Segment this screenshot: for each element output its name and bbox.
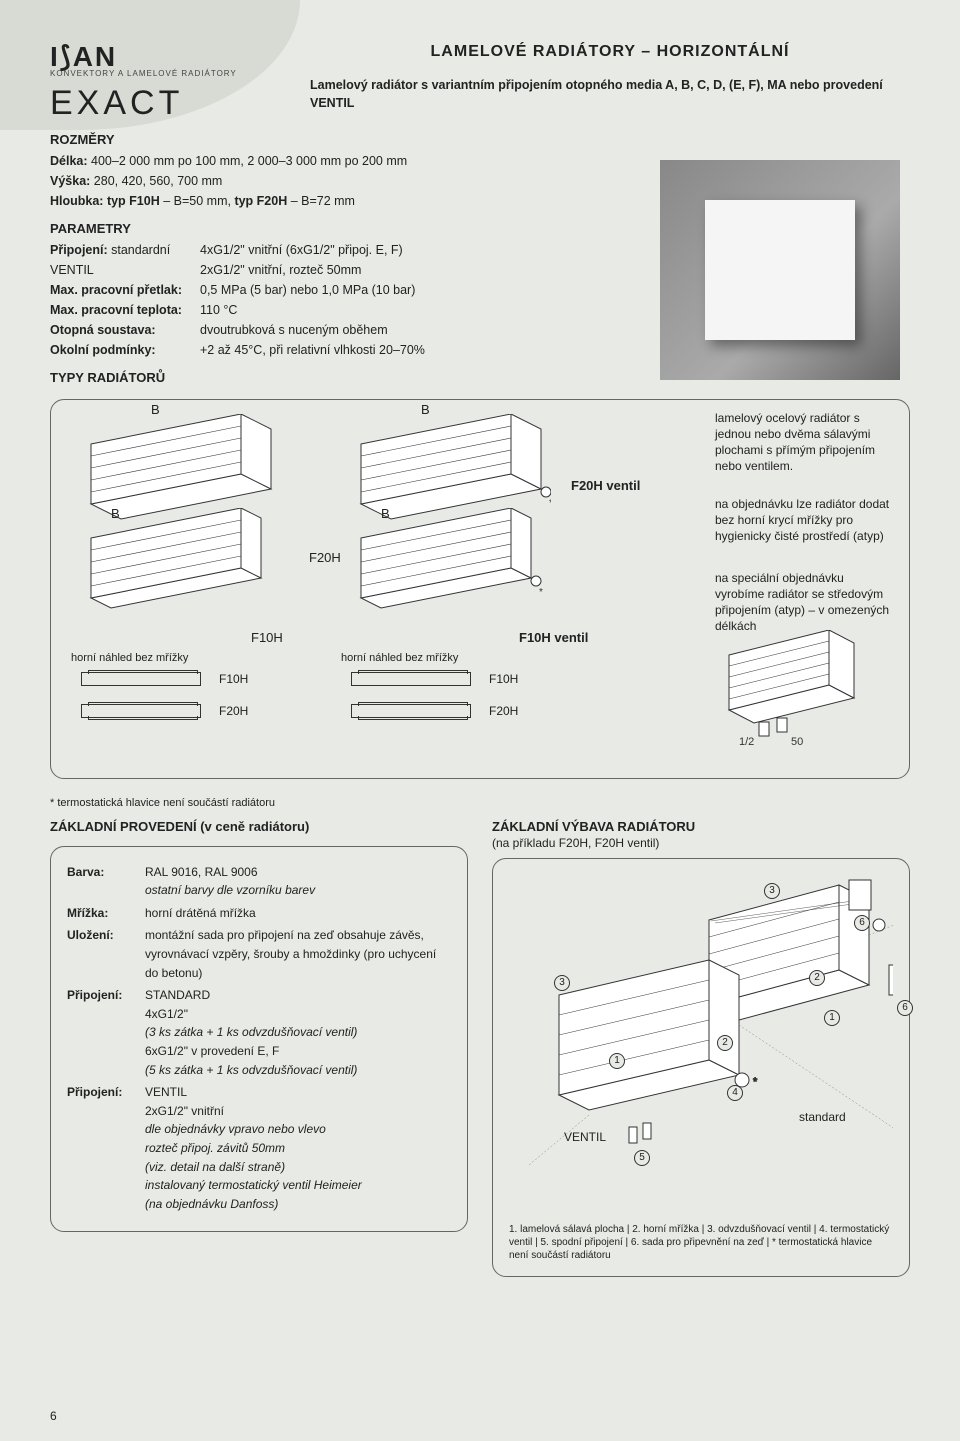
label-f10h: F10H bbox=[251, 630, 283, 645]
num-1b: 1 bbox=[824, 1010, 840, 1026]
side-text-3: na speciální objednávku vyrobíme radiáto… bbox=[715, 570, 895, 635]
svg-text:*: * bbox=[539, 587, 543, 598]
dim-heading: ROZMĚRY bbox=[50, 130, 910, 151]
num-2a: 2 bbox=[717, 1035, 733, 1051]
svg-text:50: 50 bbox=[791, 736, 803, 748]
top-caption-2: horní náhled bez mřížky bbox=[341, 652, 518, 664]
product-line: EXACT bbox=[50, 84, 910, 123]
dim-b-3: B bbox=[421, 402, 430, 417]
label-f10h-ventil: F10H ventil bbox=[519, 630, 588, 645]
num-5: 5 bbox=[634, 1150, 650, 1166]
tv-label-4: F20H bbox=[489, 704, 518, 718]
num-6a: 6 bbox=[854, 915, 870, 931]
label-ventil: VENTIL bbox=[564, 1130, 606, 1144]
page-number: 6 bbox=[50, 1409, 57, 1423]
tv-label-1: F10H bbox=[219, 672, 248, 686]
radiator-f10h-ventil: * bbox=[351, 508, 551, 618]
topview-f10h-r bbox=[351, 672, 471, 686]
tv-label-2: F20H bbox=[219, 704, 248, 718]
dim-b-5: B bbox=[827, 630, 834, 631]
product-photo bbox=[660, 160, 900, 380]
svg-text:1/2: 1/2 bbox=[739, 736, 754, 748]
basic-left-heading: ZÁKLADNÍ PROVEDENÍ (v ceně radiátoru) bbox=[50, 819, 468, 834]
basic-left-col: ZÁKLADNÍ PROVEDENÍ (v ceně radiátoru) Ba… bbox=[50, 819, 468, 1277]
datasheet-page: I⟆AN KONVEKTORY A LAMELOVÉ RADIÁTORY EXA… bbox=[0, 0, 960, 1441]
tv-label-3: F10H bbox=[489, 672, 518, 686]
brand-tagline: KONVEKTORY A LAMELOVÉ RADIÁTORY bbox=[50, 69, 910, 78]
basic-left-list: Barva:RAL 9016, RAL 9006ostatní barvy dl… bbox=[67, 863, 451, 1214]
topview-left: horní náhled bez mřížky F10H F20H bbox=[71, 652, 248, 718]
exploded-diagram: * bbox=[509, 875, 893, 1215]
label-standard: standard bbox=[799, 1110, 846, 1124]
topview-right: horní náhled bez mřížky F10H F20H bbox=[341, 652, 518, 718]
label-f20h: F20H bbox=[309, 550, 341, 565]
radiator-f10h-back bbox=[81, 508, 281, 618]
label-f20h-ventil: F20H ventil bbox=[571, 478, 640, 493]
num-3a: 3 bbox=[554, 975, 570, 991]
connector-detail: 1/2 50 B bbox=[719, 630, 869, 750]
basic-right-sub: (na příkladu F20H, F20H ventil) bbox=[492, 836, 910, 850]
types-diagram: B B bbox=[50, 399, 910, 779]
topview-f20h-l bbox=[81, 704, 201, 718]
num-1: 1 bbox=[609, 1053, 625, 1069]
num-6b: 6 bbox=[897, 1000, 913, 1016]
top-caption-1: horní náhled bez mřížky bbox=[71, 652, 248, 664]
topview-f10h-l bbox=[81, 672, 201, 686]
basic-right-col: ZÁKLADNÍ VÝBAVA RADIÁTORU (na příkladu F… bbox=[492, 819, 910, 1277]
num-3b: 3 bbox=[764, 883, 780, 899]
num-2b: 2 bbox=[809, 970, 825, 986]
footnote-star: * termostatická hlavice není součástí ra… bbox=[50, 797, 910, 809]
dim-b-2: B bbox=[111, 506, 120, 521]
side-text-2: na objednávku lze radiátor dodat bez hor… bbox=[715, 496, 895, 545]
dim-b-4: B bbox=[381, 506, 390, 521]
topview-f20h-r bbox=[351, 704, 471, 718]
basic-right-heading: ZÁKLADNÍ VÝBAVA RADIÁTORU bbox=[492, 819, 910, 834]
dim-b-1: B bbox=[151, 402, 160, 417]
num-4: 4 bbox=[727, 1085, 743, 1101]
svg-text:*: * bbox=[753, 1076, 758, 1088]
side-text-1: lamelový ocelový radiátor s jednou nebo … bbox=[715, 410, 895, 475]
brand-block: I⟆AN KONVEKTORY A LAMELOVÉ RADIÁTORY EXA… bbox=[50, 40, 910, 123]
exploded-legend: 1. lamelová sálavá plocha | 2. horní mří… bbox=[509, 1223, 893, 1262]
